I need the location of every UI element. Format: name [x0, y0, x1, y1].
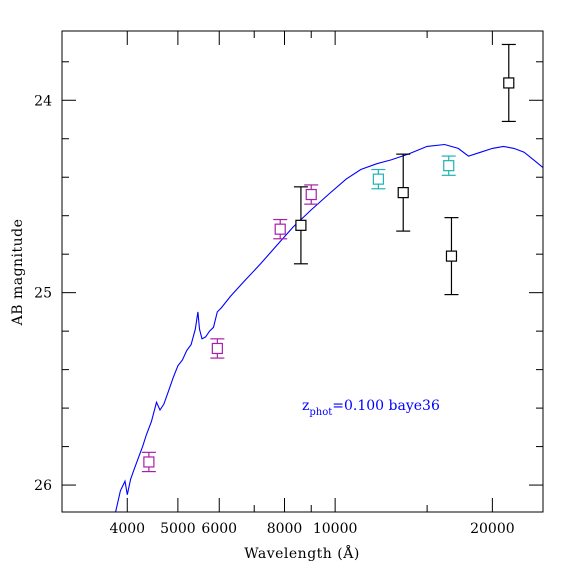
y-tick-label: 24 [34, 93, 52, 109]
y-tick-label: 25 [34, 286, 52, 302]
y-tick-label: 26 [34, 478, 52, 494]
point-marker [397, 187, 409, 199]
point-marker [503, 77, 515, 89]
tick-labels-layer: 4000 5000 6000 8000 10000 20000 24 25 26 [34, 93, 514, 537]
photometry-point [141, 451, 156, 473]
axis-ticks-layer [61, 31, 543, 512]
x-tick-label: 5000 [160, 521, 196, 537]
point-marker [274, 223, 286, 235]
point-marker [372, 173, 384, 185]
photometry-point [304, 184, 319, 205]
photometry-point [444, 217, 459, 296]
photometry-point [210, 338, 225, 359]
annotation-z: z [302, 398, 309, 414]
photometry-point [293, 186, 308, 265]
x-tick-label: 6000 [201, 521, 237, 537]
x-axis-title: Wavelength (Å) [244, 544, 360, 562]
x-tick-label: 8000 [267, 521, 303, 537]
x-tick-label: 10000 [313, 521, 358, 537]
point-marker [295, 219, 307, 231]
y-axis-title: AB magnitude [10, 219, 26, 327]
point-marker [211, 342, 223, 355]
plot-frame [61, 30, 544, 513]
annotation-value: =0.100 baye36 [332, 398, 440, 414]
photometry-point [501, 43, 516, 123]
x-tick-label: 20000 [470, 521, 515, 537]
point-marker [305, 188, 317, 201]
photo-z-annotation: zphot=0.100 baye36 [302, 398, 440, 418]
point-marker [443, 160, 455, 172]
model-spectrum-layer [115, 143, 543, 512]
photometry-point [396, 153, 411, 232]
point-marker [143, 456, 155, 468]
model-spectrum-line [115, 143, 543, 512]
point-marker [445, 250, 458, 262]
photometry-points-layer [141, 43, 516, 473]
annotation-subscript: phot [309, 407, 332, 418]
photometry-point [371, 168, 386, 190]
photometry-point [273, 218, 288, 240]
x-tick-label: 4000 [109, 521, 145, 537]
photometry-point [441, 155, 456, 176]
